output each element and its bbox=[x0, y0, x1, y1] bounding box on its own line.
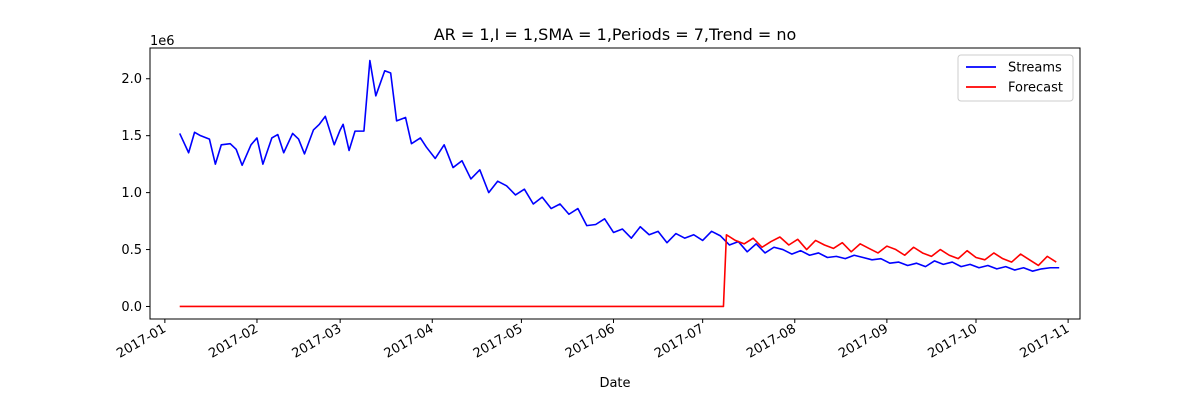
x-tick-label: 2017-05 bbox=[471, 321, 526, 361]
y-scale-label: 1e6 bbox=[150, 34, 175, 49]
series-line-forecast bbox=[179, 233, 1057, 308]
series-line-streams bbox=[178, 59, 1060, 272]
x-axis: 2017-01 2017-02 2017-03 2017-04 2017-05 2017-… bbox=[114, 319, 1072, 362]
x-tick-label: 2017-04 bbox=[382, 321, 437, 361]
x-tick-label: 2017-09 bbox=[836, 321, 891, 361]
x-tick-label: 2017-03 bbox=[290, 321, 345, 361]
legend-label-streams: Streams bbox=[1008, 61, 1062, 76]
legend: Streams Forecast bbox=[957, 54, 1074, 102]
series-layer bbox=[178, 59, 1060, 308]
x-tick-label: 2017-01 bbox=[114, 321, 169, 361]
y-tick-label: 0.0 bbox=[121, 300, 142, 315]
x-tick-label: 2017-02 bbox=[206, 321, 261, 361]
x-axis-title: Date bbox=[599, 376, 630, 391]
plot-area: 0.00.51.01.52.0 2017-01 2017-02 2017-03 201… bbox=[114, 47, 1081, 362]
legend-label-forecast: Forecast bbox=[1008, 81, 1063, 96]
y-tick-label: 0.5 bbox=[121, 243, 142, 258]
x-tick-label: 2017-10 bbox=[925, 321, 980, 361]
y-tick-label: 1.0 bbox=[121, 186, 142, 201]
x-tick-label: 2017-08 bbox=[744, 321, 799, 361]
chart-title: AR = 1,I = 1,SMA = 1,Periods = 7,Trend =… bbox=[434, 25, 797, 44]
x-tick-label: 2017-06 bbox=[563, 321, 618, 361]
axes-frame bbox=[149, 47, 1081, 320]
x-tick-label: 2017-11 bbox=[1018, 321, 1073, 361]
x-tick-label: 2017-07 bbox=[652, 321, 707, 361]
y-tick-label: 1.5 bbox=[121, 129, 142, 144]
y-axis: 0.0 0.5 1.0 1.5 2.0 bbox=[121, 72, 150, 315]
y-tick-label: 2.0 bbox=[121, 72, 142, 87]
